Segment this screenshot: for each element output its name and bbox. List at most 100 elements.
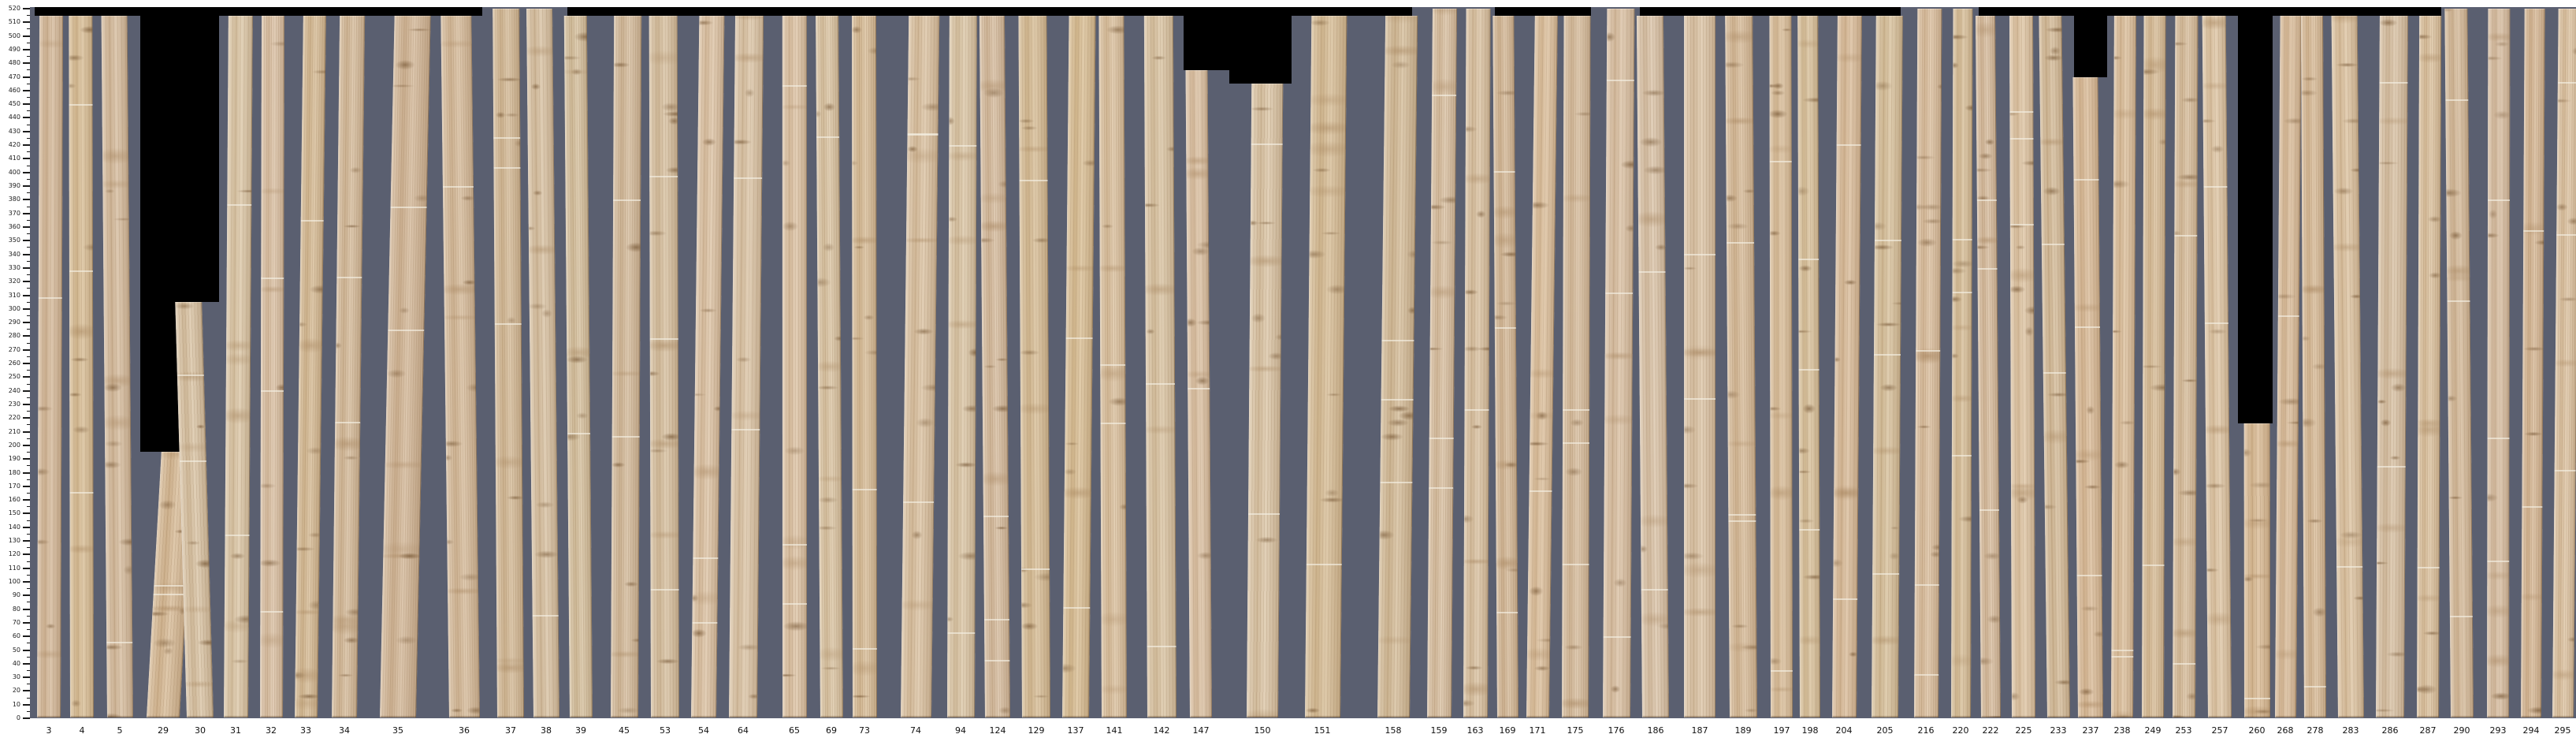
board-scan-187[interactable]: [1684, 15, 1716, 717]
y-axis-major-tick: [23, 281, 30, 283]
board-scan-45[interactable]: [611, 15, 642, 717]
y-axis-tick-label: 120: [8, 550, 20, 558]
board-scan-31[interactable]: [224, 15, 253, 717]
board-id-label: 222: [1982, 725, 1999, 736]
chalk-mark: [2488, 199, 2511, 201]
chalk-mark: [1684, 253, 1716, 255]
board-scan-175[interactable]: [1562, 15, 1591, 717]
board-scan-3[interactable]: [37, 15, 64, 717]
board-scan-176[interactable]: [1603, 8, 1635, 717]
chalk-mark: [1684, 397, 1716, 400]
y-axis-tick-label: 380: [8, 196, 20, 203]
chalk-mark: [1493, 170, 1515, 173]
missing-scan-region: [2202, 7, 2238, 16]
board-id-label: 45: [619, 725, 630, 736]
y-axis-major-tick: [23, 199, 30, 201]
board-id-label: 158: [1385, 725, 1402, 736]
board-scan-4[interactable]: [69, 15, 94, 717]
board-scan-216[interactable]: [1914, 8, 1942, 717]
board-id-label: 32: [266, 725, 277, 736]
board-scan-294[interactable]: [2521, 8, 2545, 717]
board-scan-287[interactable]: [2417, 15, 2442, 717]
y-axis-tick-label: 70: [12, 618, 20, 626]
board-scan-253[interactable]: [2173, 15, 2199, 717]
y-axis-major-tick: [23, 225, 30, 228]
chalk-mark: [1605, 292, 1634, 294]
board-id-label: 278: [2307, 725, 2324, 736]
board-scan-225[interactable]: [2009, 15, 2035, 717]
board-scan-278[interactable]: [2300, 15, 2326, 717]
board-scan-150[interactable]: [1247, 84, 1284, 717]
board-scan-237[interactable]: [2072, 76, 2103, 717]
board-scan-286[interactable]: [2376, 15, 2408, 717]
missing-scan-region: [1095, 7, 1137, 16]
y-axis-minor-tick: [27, 137, 30, 139]
board-scan-205[interactable]: [1872, 15, 1903, 717]
board-id-label: 3: [46, 725, 52, 736]
board-scan-73[interactable]: [851, 15, 877, 717]
board-scan-141[interactable]: [1098, 15, 1127, 717]
board-id-label: 129: [1028, 725, 1045, 736]
board-scan-32[interactable]: [260, 15, 285, 717]
chalk-mark: [390, 206, 427, 208]
y-axis-tick-label: 410: [8, 155, 20, 162]
chalk-mark: [984, 659, 1010, 661]
board-scan-142[interactable]: [1143, 15, 1176, 717]
board-scan-37[interactable]: [493, 8, 524, 717]
board-scan-198[interactable]: [1797, 15, 1820, 717]
y-axis-major-tick: [23, 389, 30, 392]
board-scan-189[interactable]: [1725, 15, 1757, 717]
missing-scan-region: [602, 7, 645, 16]
board-scan-94[interactable]: [947, 15, 977, 717]
board-scan-220[interactable]: [1951, 8, 1973, 717]
y-axis-minor-tick: [27, 465, 30, 467]
y-axis-major-tick: [23, 21, 30, 24]
chalk-mark: [2043, 371, 2066, 374]
board-scan-238[interactable]: [2111, 15, 2136, 717]
board-scan-186[interactable]: [1636, 15, 1669, 717]
board-scan-147[interactable]: [1185, 69, 1212, 717]
board-id-label: 64: [738, 725, 749, 736]
chalk-mark: [2445, 99, 2469, 101]
y-axis-tick-label: 390: [8, 182, 20, 189]
board-scan-69[interactable]: [816, 15, 843, 717]
chalk-mark: [1952, 238, 1972, 240]
missing-scan-region: [101, 7, 140, 16]
board-id-label: 197: [1773, 725, 1790, 736]
missing-scan-region: [184, 7, 219, 303]
y-axis-tick-label: 40: [12, 659, 20, 667]
chalk-mark: [613, 199, 641, 201]
y-axis-minor-tick: [27, 329, 30, 330]
y-axis-minor-tick: [27, 411, 30, 412]
board-id-label: 33: [300, 725, 311, 736]
board-scan-151[interactable]: [1305, 15, 1347, 717]
board-scan-197[interactable]: [1769, 15, 1793, 717]
y-axis-minor-tick: [27, 15, 30, 17]
y-axis-major-tick: [23, 103, 30, 106]
chalk-mark: [983, 515, 1009, 517]
board-id-label: 37: [505, 725, 516, 736]
missing-scan-region: [567, 7, 602, 16]
board-scan-260[interactable]: [2243, 423, 2270, 717]
chalk-mark: [1100, 422, 1126, 424]
chalk-mark: [1728, 513, 1756, 516]
chalk-mark: [1606, 79, 1634, 81]
missing-scan-region: [1827, 7, 1864, 16]
board-scan-249[interactable]: [2142, 15, 2166, 717]
chalk-mark: [69, 270, 93, 272]
missing-scan-region: [686, 7, 723, 16]
board-scan-163[interactable]: [1463, 8, 1491, 717]
board-scan-53[interactable]: [649, 15, 679, 717]
board-scan-169[interactable]: [1492, 15, 1518, 717]
chalk-mark: [1798, 258, 1820, 260]
board-id-label: 268: [2277, 725, 2294, 736]
board-scan-129[interactable]: [1018, 15, 1050, 717]
board-scan-65[interactable]: [782, 15, 807, 717]
y-axis-tick-label: 270: [8, 345, 20, 353]
missing-scan-region: [289, 7, 325, 16]
chalk-mark: [260, 610, 284, 613]
board-scan-293[interactable]: [2487, 8, 2511, 717]
y-axis-major-tick: [23, 540, 30, 542]
missing-scan-region: [140, 7, 184, 453]
missing-scan-region: [2107, 7, 2138, 16]
